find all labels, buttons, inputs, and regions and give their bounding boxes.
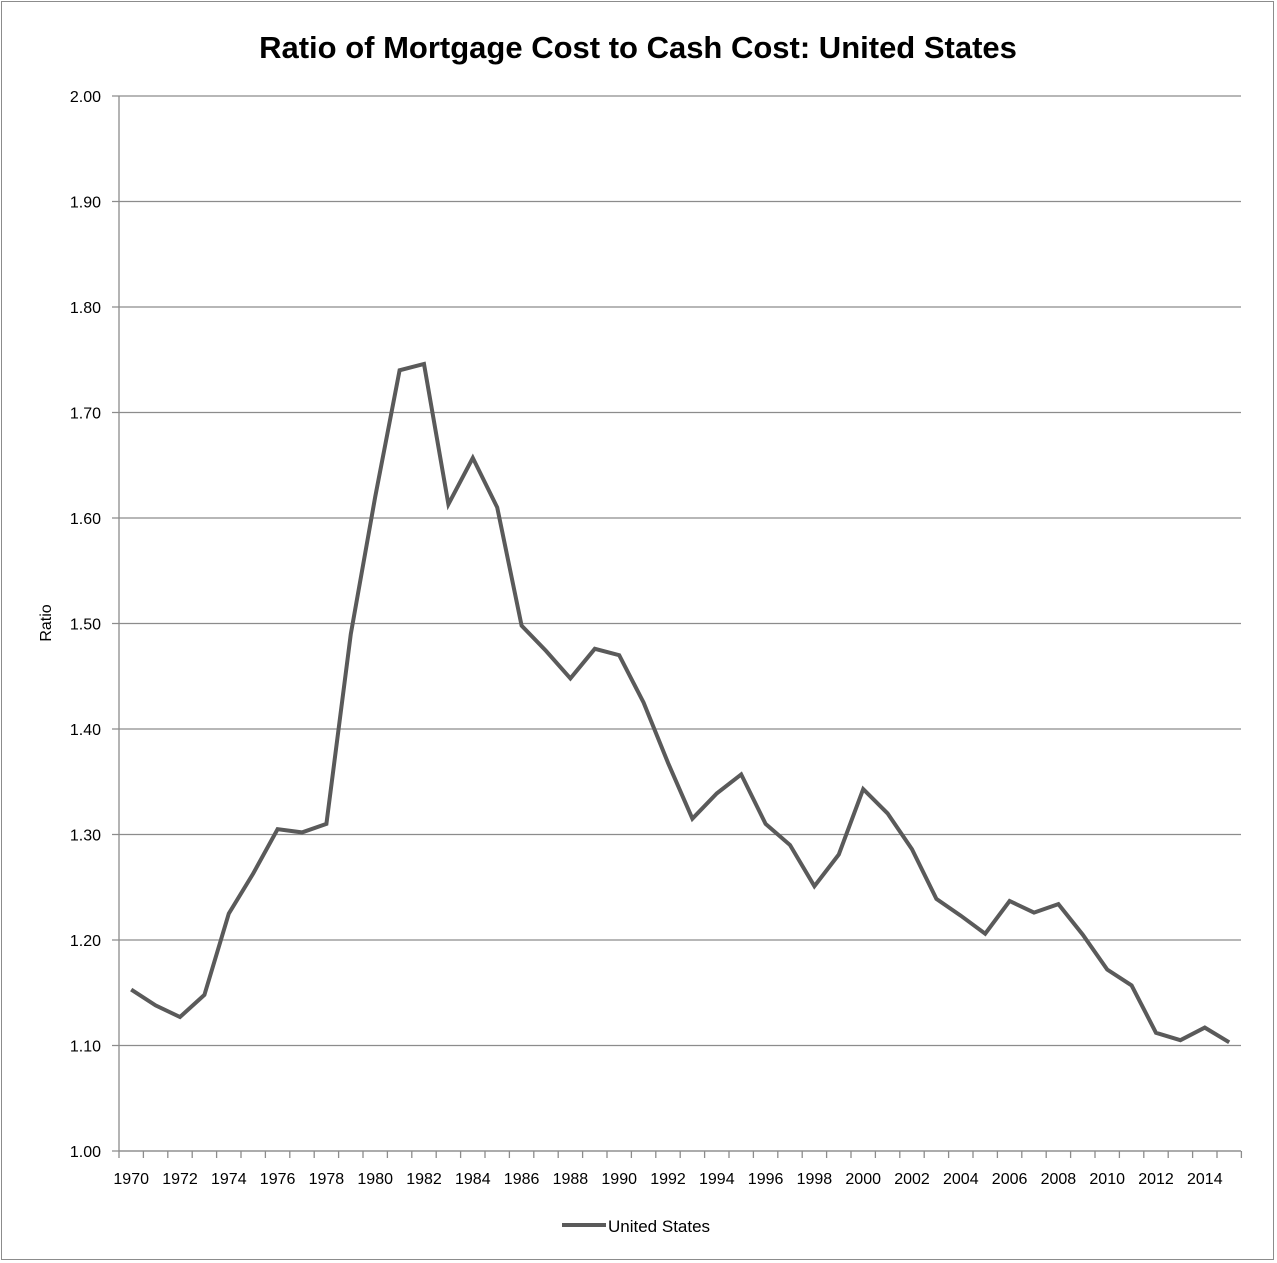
x-tick-label-1980: 1980 (357, 1171, 393, 1188)
x-tick-label-1988: 1988 (553, 1171, 589, 1188)
y-tick-label-1.90: 1.90 (70, 195, 101, 212)
x-tick-label-2002: 2002 (894, 1171, 930, 1188)
x-tick-label-1992: 1992 (650, 1171, 686, 1188)
legend: United States (562, 1217, 710, 1236)
series-layer (130, 361, 1231, 1045)
y-tick-label-1.80: 1.80 (70, 300, 101, 317)
x-axis-ticks: 1970 1972 1974 1976 1978 1980 1982 1984 1986 1988… (113, 1171, 1222, 1188)
x-tick-label-1974: 1974 (211, 1171, 247, 1188)
x-tick-label-2012: 2012 (1138, 1171, 1174, 1188)
series-line-united-states (130, 361, 1231, 1045)
y-tick-label-1.20: 1.20 (70, 933, 101, 950)
x-tick-label-1970: 1970 (113, 1171, 149, 1188)
y-tick-label-1.10: 1.10 (70, 1039, 101, 1056)
y-axis-label: Ratio (38, 604, 55, 641)
y-tick-label-1.70: 1.70 (70, 406, 101, 423)
y-tick-label-1.60: 1.60 (70, 511, 101, 528)
x-tick-label-2000: 2000 (845, 1171, 881, 1188)
y-axis-ticks: 1.00 1.10 1.20 1.30 1.40 1.50 1.60 1.70 1.80 1.90… (70, 89, 101, 1161)
y-tick-label-2.00: 2.00 (70, 89, 101, 106)
axes (118, 96, 1243, 1158)
x-tick-label-1996: 1996 (748, 1171, 784, 1188)
x-tick-label-1976: 1976 (260, 1171, 296, 1188)
x-tick-label-1998: 1998 (797, 1171, 833, 1188)
x-tick-label-2004: 2004 (943, 1171, 979, 1188)
x-tick-label-1978: 1978 (309, 1171, 345, 1188)
x-tick-label-2008: 2008 (1041, 1171, 1077, 1188)
legend-label-united-states: United States (608, 1217, 710, 1236)
gridlines (112, 95, 1241, 1152)
x-tick-label-1984: 1984 (455, 1171, 491, 1188)
x-tick-label-2010: 2010 (1089, 1171, 1125, 1188)
x-tick-label-1994: 1994 (699, 1171, 735, 1188)
y-tick-label-1.00: 1.00 (70, 1144, 101, 1161)
y-tick-label-1.40: 1.40 (70, 722, 101, 739)
x-tick-label-1990: 1990 (601, 1171, 637, 1188)
y-tick-label-1.30: 1.30 (70, 828, 101, 845)
x-tick-label-2006: 2006 (992, 1171, 1028, 1188)
x-tick-label-1986: 1986 (504, 1171, 540, 1188)
chart-title: Ratio of Mortgage Cost to Cash Cost: Uni… (259, 30, 1017, 65)
x-tick-label-1972: 1972 (162, 1171, 198, 1188)
y-tick-label-1.50: 1.50 (70, 617, 101, 634)
x-tick-label-1982: 1982 (406, 1171, 442, 1188)
x-tick-label-2014: 2014 (1187, 1171, 1223, 1188)
